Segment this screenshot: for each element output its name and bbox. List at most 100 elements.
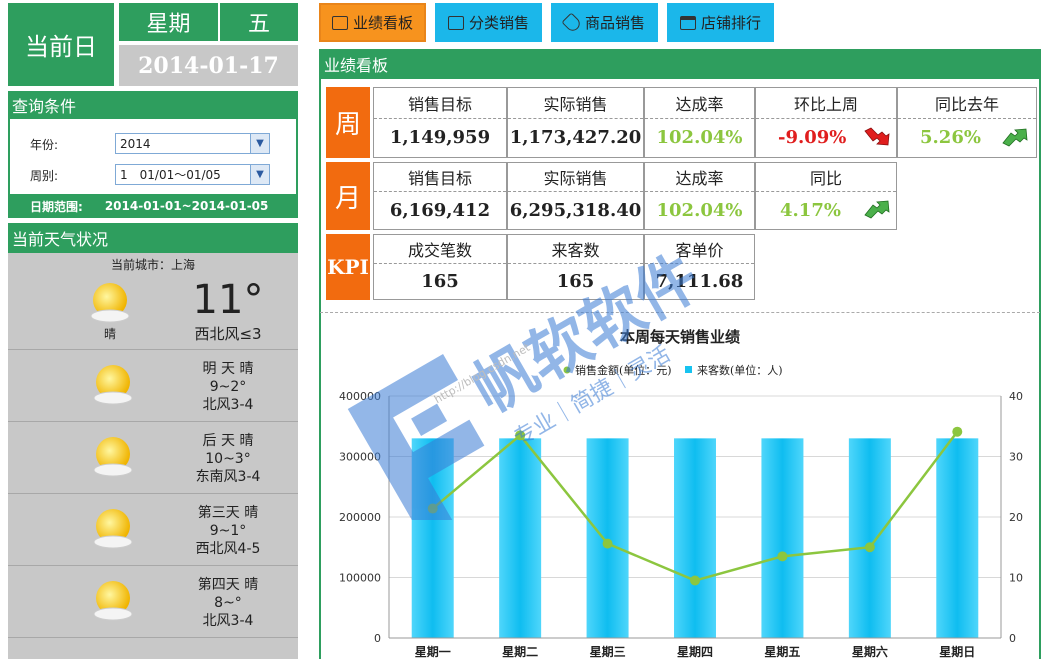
x-tick-label: 星期三 bbox=[590, 644, 626, 659]
kpi-value: 4.17% bbox=[780, 199, 841, 221]
tag-icon bbox=[561, 11, 583, 34]
kpi-value: 6,169,412 bbox=[389, 199, 491, 221]
y-right-tick-label: 10 bbox=[1009, 572, 1023, 585]
kpi-header: 销售目标 bbox=[374, 88, 506, 119]
week-actual-cell: 实际销售 1,173,427.20 bbox=[507, 87, 644, 158]
bar bbox=[411, 438, 454, 638]
weather-city: 当前城市：上海 bbox=[110, 258, 195, 272]
bar bbox=[848, 438, 891, 638]
y-left-tick-label: 0 bbox=[374, 632, 381, 645]
y-left-tick-label: 100000 bbox=[339, 572, 381, 585]
week-target-cell: 销售目标 1,149,959 bbox=[373, 87, 507, 158]
kpi-header: 客单价 bbox=[645, 235, 754, 264]
y-right-tick-label: 20 bbox=[1009, 511, 1023, 524]
week-label: 周别: bbox=[30, 169, 59, 183]
month-yoy-cell: 同比 4.17% bbox=[755, 162, 897, 230]
week-select[interactable]: 1 01/01～01/05 ▼ bbox=[115, 164, 270, 185]
date-range: 日期范围: 2014-01-01~2014-01-05 bbox=[8, 194, 298, 218]
bar bbox=[586, 438, 629, 638]
tab-label: 商品销售 bbox=[584, 14, 645, 32]
y-left-tick-label: 200000 bbox=[339, 511, 381, 524]
query-panel-title: 查询条件 bbox=[8, 91, 298, 119]
week-row-label: 周 bbox=[326, 87, 370, 158]
kpi-avg-price-cell: 客单价 7,111.68 bbox=[644, 234, 755, 300]
kpi-value: 6,295,318.40 bbox=[509, 199, 642, 221]
legend-bar-marker bbox=[685, 366, 692, 373]
kpi-header: 达成率 bbox=[645, 88, 754, 119]
legend-line-marker bbox=[563, 366, 571, 374]
year-select-value: 2014 bbox=[120, 136, 151, 151]
forecast-wind: 北风3-4 bbox=[202, 613, 254, 629]
sunny-icon bbox=[93, 509, 133, 549]
week-mom-cell: 环比上周 -9.09% bbox=[755, 87, 897, 158]
sunny-icon bbox=[93, 581, 133, 621]
x-tick-label: 星期二 bbox=[502, 644, 538, 659]
forecast-text: 明 天 晴 9~2° 北风3-4 bbox=[168, 360, 288, 414]
tab-category-sales[interactable]: 分类销售 bbox=[435, 3, 542, 42]
calendar-icon bbox=[331, 15, 348, 30]
weather-today-wind: 西北风≤3 bbox=[194, 325, 262, 343]
kpi-value: 7,111.68 bbox=[655, 270, 744, 292]
tab-performance-board[interactable]: 业绩看板 bbox=[319, 3, 426, 42]
forecast-row: 后 天 晴 10~3° 东南风3-4 bbox=[8, 422, 298, 494]
sales-point bbox=[952, 426, 963, 437]
forecast-temp: 10~3° bbox=[205, 451, 251, 467]
bar bbox=[761, 438, 804, 638]
kpi-header: 实际销售 bbox=[508, 88, 643, 119]
trend-down-icon bbox=[864, 127, 890, 146]
kpi-value: 102.04% bbox=[656, 127, 743, 148]
chart-legend: 销售金额(单位：元) 来客数(单位：人) bbox=[563, 363, 783, 377]
weather-panel: 当前城市：上海 晴 11° 西北风≤3 明 天 晴 9~2° 北风3-4 后 天… bbox=[8, 253, 298, 659]
y-right-tick-label: 0 bbox=[1009, 632, 1016, 645]
main-panel bbox=[319, 79, 1041, 659]
trend-up-icon bbox=[864, 200, 890, 219]
x-tick-label: 星期一 bbox=[415, 644, 451, 659]
month-target-cell: 销售目标 6,169,412 bbox=[373, 162, 507, 230]
forecast-text: 第三天 晴 9~1° 西北风4-5 bbox=[168, 504, 288, 558]
tab-label: 业绩看板 bbox=[352, 14, 413, 32]
sales-point bbox=[777, 551, 788, 562]
kpi-value: 165 bbox=[556, 270, 595, 292]
tab-product-sales[interactable]: 商品销售 bbox=[551, 3, 658, 42]
forecast-row: 第三天 晴 9~1° 西北风4-5 bbox=[8, 494, 298, 566]
week-select-value: 1 01/01～01/05 bbox=[120, 168, 221, 182]
weather-panel-title: 当前天气状况 bbox=[8, 223, 298, 253]
forecast-temp: 9~1° bbox=[209, 523, 247, 539]
forecast-row: 第四天 晴 8~° 北风3-4 bbox=[8, 566, 298, 638]
chevron-down-icon[interactable]: ▼ bbox=[250, 134, 269, 153]
forecast-temp: 8~° bbox=[214, 595, 242, 611]
sunny-icon bbox=[93, 365, 133, 405]
sales-point bbox=[427, 503, 438, 514]
weekly-sales-chart: 本周每天销售业绩 销售金额(单位：元) 来客数(单位：人) 0100000200… bbox=[339, 328, 1023, 659]
chart-bars bbox=[411, 438, 979, 638]
month-rate-cell: 达成率 102.04% bbox=[644, 162, 755, 230]
month-row-label: 月 bbox=[326, 162, 370, 230]
forecast-day: 第四天 晴 bbox=[197, 577, 259, 593]
week-rate-cell: 达成率 102.04% bbox=[644, 87, 755, 158]
chevron-down-icon[interactable]: ▼ bbox=[250, 165, 269, 184]
weather-today-temp: 11° bbox=[192, 277, 264, 323]
kpi-header: 销售目标 bbox=[374, 163, 506, 192]
year-select[interactable]: 2014 ▼ bbox=[115, 133, 270, 154]
kpi-value-row: -9.09% bbox=[756, 119, 896, 156]
kpi-value: -9.09% bbox=[778, 127, 847, 148]
kpi-header: 成交笔数 bbox=[374, 235, 506, 264]
forecast-wind: 北风3-4 bbox=[202, 397, 254, 413]
kpi-value: 1,173,427.20 bbox=[509, 127, 642, 148]
kpi-value: 5.26% bbox=[920, 127, 981, 148]
kpi-orders-cell: 成交笔数 165 bbox=[373, 234, 507, 300]
bar bbox=[674, 438, 716, 638]
section-divider bbox=[320, 312, 1040, 313]
kpi-value: 1,149,959 bbox=[389, 127, 491, 148]
kpi-header: 同比 bbox=[756, 163, 896, 192]
sales-point bbox=[690, 575, 700, 586]
weekday-value: 五 bbox=[220, 3, 298, 41]
forecast-row: 明 天 晴 9~2° 北风3-4 bbox=[8, 350, 298, 422]
kpi-value: 102.04% bbox=[656, 199, 743, 221]
x-tick-label: 星期六 bbox=[852, 644, 888, 659]
tab-store-ranking[interactable]: 店铺排行 bbox=[667, 3, 774, 42]
kpi-value-row: 5.26% bbox=[898, 119, 1036, 156]
current-day-label: 当前日 bbox=[8, 3, 114, 86]
kpi-header: 达成率 bbox=[645, 163, 754, 192]
kpi-header: 同比去年 bbox=[898, 88, 1036, 119]
